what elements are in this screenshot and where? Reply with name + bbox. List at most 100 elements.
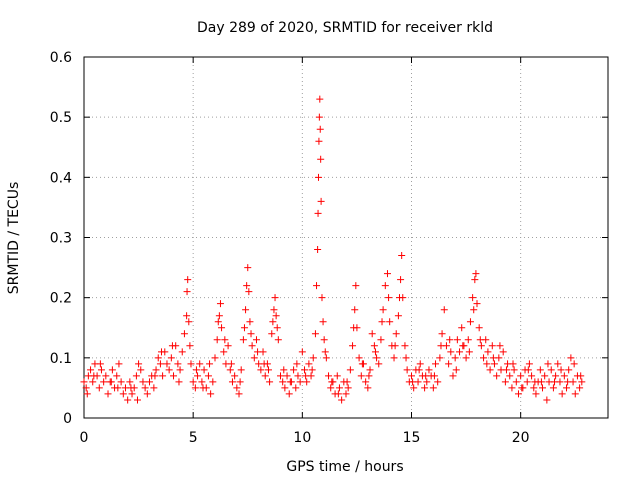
data-point <box>362 378 370 386</box>
data-point <box>577 372 585 380</box>
data-point <box>180 330 188 338</box>
data-point <box>231 372 239 380</box>
data-point <box>183 312 191 320</box>
data-point <box>576 384 584 392</box>
data-point <box>163 360 171 368</box>
data-point <box>286 378 294 386</box>
data-point <box>328 378 336 386</box>
data-point <box>191 384 199 392</box>
data-point <box>211 354 219 362</box>
data-point <box>143 390 151 398</box>
data-point <box>226 366 234 374</box>
data-point <box>242 306 250 314</box>
data-point <box>108 366 116 374</box>
data-point <box>313 282 321 290</box>
data-point <box>335 384 343 392</box>
data-point <box>501 378 509 386</box>
data-point <box>114 384 122 392</box>
data-point <box>90 372 98 380</box>
data-point <box>365 372 373 380</box>
data-point <box>397 276 405 284</box>
grid <box>84 57 608 418</box>
data-point <box>358 360 366 368</box>
data-point <box>176 366 184 374</box>
data-point <box>224 342 232 350</box>
data-point <box>308 366 316 374</box>
data-point <box>285 390 293 398</box>
x-tick-label: 15 <box>403 430 421 446</box>
data-point <box>124 396 132 404</box>
data-point <box>465 348 473 356</box>
data-point <box>392 330 400 338</box>
y-tick-label: 0.6 <box>50 50 72 66</box>
data-point <box>104 390 112 398</box>
data-point <box>524 366 532 374</box>
data-point <box>305 360 313 368</box>
data-point <box>214 318 222 326</box>
data-point <box>274 336 282 344</box>
data-point <box>452 366 460 374</box>
data-point <box>563 384 571 392</box>
x-tick-labels: 0 5 10 15 20 <box>80 430 530 446</box>
y-tick-label: 0.4 <box>50 170 72 186</box>
data-point <box>440 306 448 314</box>
data-point <box>316 125 324 133</box>
y-axis-label: SRMTID / TECUs <box>6 182 22 295</box>
data-point <box>204 372 212 380</box>
data-point <box>273 324 281 332</box>
data-point <box>352 282 360 290</box>
data-point <box>246 318 254 326</box>
data-point <box>422 372 430 380</box>
data-point <box>186 342 194 350</box>
data-point <box>557 366 565 374</box>
data-point <box>512 378 520 386</box>
data-point <box>247 330 255 338</box>
data-point <box>518 384 526 392</box>
data-point <box>539 384 546 392</box>
data-point <box>189 378 197 386</box>
data-point <box>113 372 121 380</box>
data-point <box>215 312 223 320</box>
data-point <box>537 378 545 386</box>
data-point <box>266 378 274 386</box>
data-point <box>156 360 164 368</box>
data-point <box>314 246 322 254</box>
data-point <box>541 372 549 380</box>
data-point <box>567 354 575 362</box>
data-point <box>488 342 496 350</box>
data-point <box>357 372 365 380</box>
data-point <box>196 360 204 368</box>
data-point <box>477 342 485 350</box>
data-point <box>315 137 323 145</box>
data-point <box>486 366 494 374</box>
data-point <box>183 288 191 296</box>
data-point <box>270 306 278 314</box>
data-point <box>167 354 175 362</box>
data-point <box>493 372 501 380</box>
data-point <box>316 95 324 103</box>
data-point <box>434 378 442 386</box>
data-point <box>221 336 229 344</box>
data-point <box>449 372 457 380</box>
data-point <box>383 270 391 278</box>
data-point <box>530 384 538 392</box>
y-tick-label: 0.1 <box>50 351 72 367</box>
data-point <box>269 318 277 326</box>
data-point <box>100 378 108 386</box>
data-point <box>185 318 193 326</box>
data-point <box>475 324 483 332</box>
data-point <box>243 282 251 290</box>
data-point <box>159 372 167 380</box>
data-point <box>523 378 531 386</box>
data-point <box>150 384 158 392</box>
data-point <box>476 336 484 344</box>
data-point <box>346 366 354 374</box>
data-point <box>220 348 228 356</box>
data-point <box>254 348 262 356</box>
data-point <box>126 378 134 386</box>
data-point <box>451 354 459 362</box>
data-point <box>97 366 105 374</box>
y-tick-label: 0 <box>63 411 72 427</box>
data-point <box>127 384 135 392</box>
